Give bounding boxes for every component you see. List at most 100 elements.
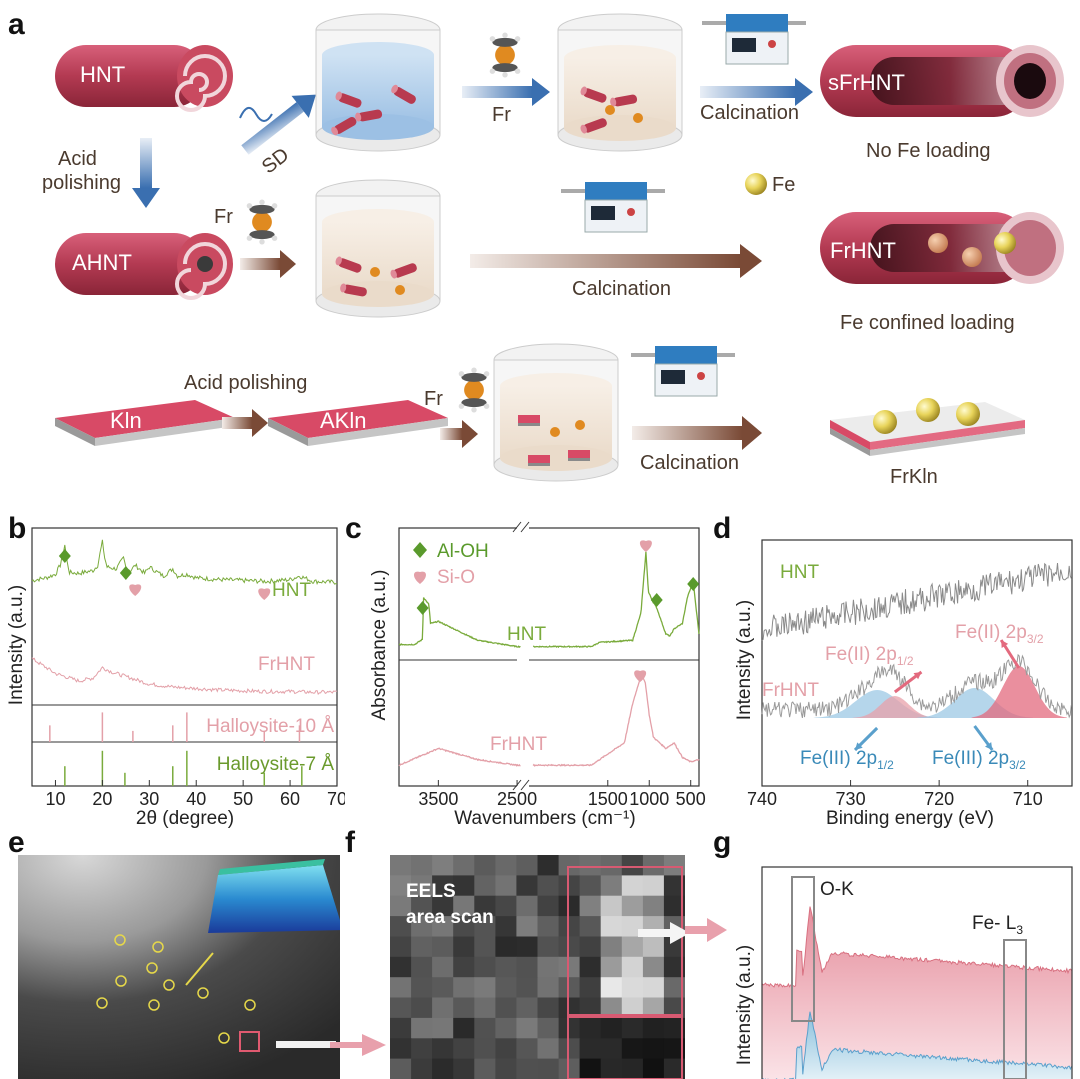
panel-label-c: c bbox=[345, 512, 362, 545]
b-xtick-label: 50 bbox=[233, 789, 253, 809]
d-fe3-12: Fe(III) 2p bbox=[800, 748, 877, 769]
f-pixel-cell bbox=[621, 1038, 644, 1060]
calcination-mid-label: Calcination bbox=[572, 278, 671, 300]
f-pixel-cell bbox=[474, 855, 496, 876]
f-pixel-cell bbox=[411, 1038, 433, 1060]
f-pixel-cell bbox=[411, 875, 433, 897]
f-eels-line1: EELS bbox=[406, 881, 456, 902]
c-xtick-label: 1000 bbox=[629, 789, 669, 809]
d-frhnt-label: FrHNT bbox=[762, 680, 819, 701]
f-pixel-cell bbox=[411, 855, 433, 876]
f-pixel-cell bbox=[432, 1038, 454, 1060]
f-pixel-cell bbox=[579, 916, 602, 937]
f-pixel-cell bbox=[390, 895, 412, 917]
b-ylabel: Intensity (a.u.) bbox=[6, 585, 27, 705]
f-pixel-cell bbox=[537, 1038, 560, 1060]
c-series-frhnt-line bbox=[398, 675, 700, 767]
calcination-bottom-label: Calcination bbox=[640, 452, 739, 474]
f-pixel-cell bbox=[558, 997, 581, 1019]
akln-label: AKln bbox=[320, 408, 367, 433]
d-peak-fill-3 bbox=[971, 666, 1067, 718]
f-pixel-cell bbox=[432, 875, 454, 897]
f-pixel-cell bbox=[390, 916, 412, 937]
f-pixel-cell bbox=[600, 977, 623, 999]
d-frhnt-spectrum-line bbox=[761, 653, 1072, 719]
c-diamond-marker-icon bbox=[416, 601, 429, 615]
f-pixel-cell bbox=[411, 977, 433, 999]
panel-c-ftir-chart: Absorbance (a.u.) Wavenumbers (cm⁻¹) 350… bbox=[369, 521, 706, 829]
d-hnt-label: HNT bbox=[780, 562, 819, 583]
f-pixel-cell bbox=[663, 1058, 685, 1079]
f-pixel-cell bbox=[516, 1038, 538, 1060]
f-pixel-cell bbox=[432, 1017, 454, 1039]
d-peak-arrowhead-2 bbox=[855, 742, 863, 750]
f-pixel-cell bbox=[495, 855, 517, 876]
f-pixel-cell bbox=[411, 1058, 433, 1079]
f-pixel-cell bbox=[579, 855, 602, 876]
f-pixel-cell bbox=[432, 977, 454, 999]
f-pixel-cell bbox=[579, 895, 602, 917]
c-ylabel: Absorbance (a.u.) bbox=[369, 569, 390, 720]
f-pixel-cell bbox=[600, 936, 623, 958]
f-to-g-arrow-icon bbox=[685, 918, 727, 942]
f-pixel-cell bbox=[516, 1017, 538, 1039]
f-pixel-cell bbox=[537, 1017, 560, 1039]
b-ref10-label: Halloysite-10 Å bbox=[206, 716, 334, 737]
f-pixel-cell bbox=[453, 977, 475, 999]
f-pixel-cell bbox=[558, 1017, 581, 1039]
no-fe-loading-label: No Fe loading bbox=[866, 140, 991, 162]
f-pixel-cell bbox=[600, 956, 623, 978]
f-pixel-cell bbox=[516, 977, 538, 999]
c-diamond-marker-icon bbox=[687, 577, 700, 591]
c-xtick-label: 1500 bbox=[588, 789, 628, 809]
sfrhnt-label: sFrHNT bbox=[828, 70, 905, 95]
c-legend-sio: Si-O bbox=[437, 567, 475, 588]
f-pixel-cell bbox=[621, 977, 644, 999]
f-pixel-cell bbox=[663, 956, 685, 978]
b-series-frhnt-line bbox=[31, 657, 338, 696]
f-pixel-cell bbox=[453, 855, 475, 876]
f-pixel-cell bbox=[411, 956, 433, 978]
f-pixel-cell bbox=[600, 855, 623, 876]
d-fe2-32-sub: 3/2 bbox=[1027, 632, 1044, 646]
f-pixel-cell bbox=[663, 855, 685, 876]
f-pixel-cell bbox=[453, 936, 475, 958]
fe-confined-loading-label: Fe confined loading bbox=[840, 312, 1015, 334]
svg-text:Fe(III) 2p1/2: Fe(III) 2p1/2 bbox=[800, 748, 894, 772]
f-pixel-cell bbox=[390, 1058, 412, 1079]
f-eels-line2: area scan bbox=[406, 907, 494, 928]
f-pixel-cell bbox=[474, 1038, 496, 1060]
f-pixel-cell bbox=[453, 1038, 475, 1060]
f-pixel-cell bbox=[411, 1017, 433, 1039]
panel-label-f: f bbox=[345, 826, 355, 859]
d-peak-arrowhead-1 bbox=[1001, 640, 1009, 648]
f-pixel-cell bbox=[432, 895, 454, 917]
fr-mid-label: Fr bbox=[214, 206, 233, 228]
g-fel3-label: Fe- L bbox=[972, 913, 1016, 934]
acid-polishing-line2: polishing bbox=[42, 172, 121, 194]
f-pixel-cell bbox=[453, 956, 475, 978]
f-pixel-cell bbox=[663, 936, 685, 958]
f-pixel-cell bbox=[537, 1058, 560, 1079]
c-heart-marker-icon bbox=[639, 540, 652, 552]
f-pixel-cell bbox=[390, 956, 412, 978]
f-pixel-cell bbox=[537, 855, 560, 876]
f-pixel-cell bbox=[537, 936, 560, 958]
f-pixel-cell bbox=[411, 916, 433, 937]
f-pixel-cell bbox=[642, 956, 665, 978]
svg-text:Fe(II) 2p1/2: Fe(II) 2p1/2 bbox=[825, 644, 914, 668]
f-pixel-cell bbox=[411, 895, 433, 917]
panel-f-eels-map: EELS area scan bbox=[390, 855, 685, 1079]
svg-text:Fe(III) 2p3/2: Fe(III) 2p3/2 bbox=[932, 748, 1026, 772]
f-pixel-cell bbox=[663, 1038, 685, 1060]
f-pixel-cell bbox=[600, 895, 623, 917]
d-xlabel: Binding energy (eV) bbox=[826, 808, 994, 829]
f-pixel-cell bbox=[474, 997, 496, 1019]
f-pixel-cell bbox=[432, 855, 454, 876]
f-pixel-cell bbox=[621, 956, 644, 978]
d-xtick-label: 720 bbox=[924, 789, 954, 809]
f-pixel-cell bbox=[474, 875, 496, 897]
d-peak-arrowhead-0 bbox=[913, 672, 922, 680]
f-pixel-cell bbox=[432, 956, 454, 978]
f-pixel-cell bbox=[558, 895, 581, 917]
